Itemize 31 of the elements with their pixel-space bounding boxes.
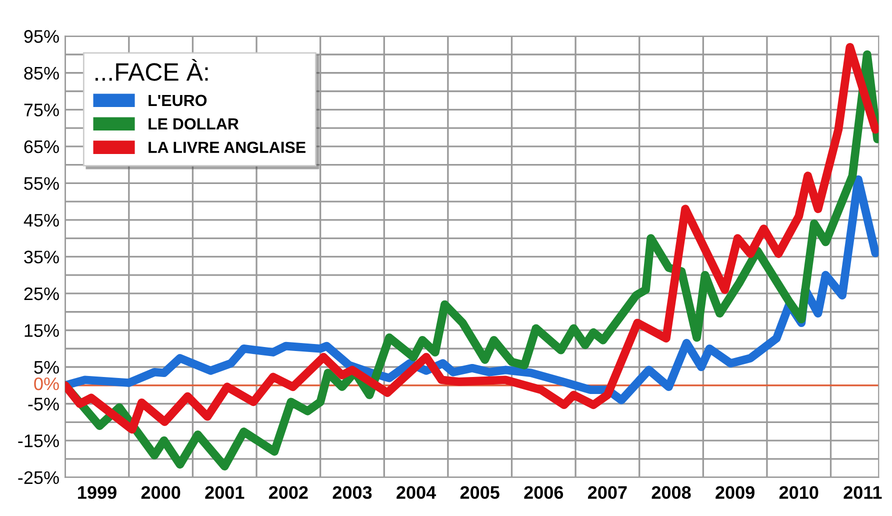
x-tick-label: 2009 — [716, 486, 754, 499]
y-tick-label: 85% — [24, 66, 59, 80]
x-tick-label: 2008 — [652, 486, 691, 499]
y-tick-label: -5% — [28, 398, 59, 410]
y-tick-label: -25% — [18, 471, 59, 484]
x-tick-label: 2011 — [844, 486, 882, 499]
x-tick-label: 1999 — [78, 486, 116, 499]
y-tick-label: 95% — [24, 30, 59, 43]
x-tick-label: 2006 — [524, 486, 564, 499]
y-tick-label: 35% — [24, 250, 59, 264]
x-tick-label: 2003 — [332, 486, 372, 499]
legend-label: LE DOLLAR — [148, 118, 239, 130]
y-tick-label: 25% — [24, 287, 59, 300]
x-tick-label: 2010 — [779, 486, 818, 499]
x-tick-label: 2000 — [141, 486, 180, 499]
x-tick-label: 2007 — [588, 486, 627, 499]
legend-label: LA LIVRE ANGLAISE — [148, 142, 306, 153]
ref-line-label: 0% — [34, 377, 59, 390]
y-tick-label: 75% — [24, 104, 59, 116]
y-tick-label: 15% — [24, 324, 59, 337]
x-tick-label: 2001 — [205, 486, 244, 499]
legend-title: ...FACE À: — [96, 58, 208, 81]
y-tick-label: 45% — [24, 214, 59, 227]
x-tick-label: 2005 — [460, 486, 500, 499]
y-tick-label: 5% — [34, 361, 59, 374]
y-tick-label: -15% — [18, 434, 59, 448]
x-tick-label: 2004 — [396, 486, 436, 499]
y-tick-label: 55% — [24, 177, 59, 190]
x-tick-label: 2002 — [268, 486, 308, 499]
legend-label: L'EURO — [148, 94, 207, 106]
y-tick-label: 65% — [24, 140, 59, 154]
